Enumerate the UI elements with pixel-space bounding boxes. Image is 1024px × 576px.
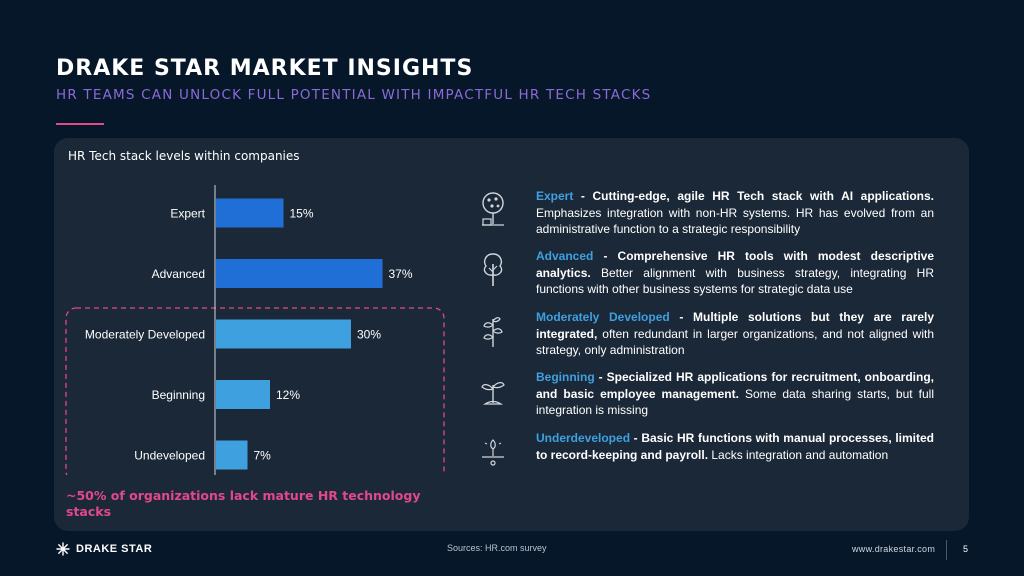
content-panel <box>54 138 969 531</box>
category-label: Undeveloped <box>134 449 205 463</box>
footer-source: Sources: HR.com survey <box>447 543 547 553</box>
footer-divider <box>946 540 947 560</box>
value-label: 15% <box>290 207 314 221</box>
bar <box>216 380 270 409</box>
legend-lead: - Multiple solutions but they are rarely… <box>536 310 934 341</box>
legend-text: Moderately Developed - Multiple solution… <box>536 309 934 359</box>
legend-description: Emphasizes integration with non-HR syste… <box>536 205 934 237</box>
legend-text: Advanced - Comprehensive HR tools with m… <box>536 248 934 298</box>
legend-level: Beginning <box>536 370 595 384</box>
highlight-box <box>65 307 445 475</box>
legend-description: Lacks integration and automation <box>708 447 889 462</box>
value-label: 12% <box>276 388 300 402</box>
legend-lead: - Basic HR functions with manual process… <box>536 431 934 462</box>
value-label: 7% <box>254 449 272 463</box>
page-subtitle: HR TEAMS CAN UNLOCK FULL POTENTIAL WITH … <box>56 87 652 103</box>
sprout-icon <box>481 382 505 405</box>
accent-divider <box>56 123 104 125</box>
page-number: 5 <box>963 544 969 554</box>
category-label: Beginning <box>152 388 205 402</box>
value-label: 30% <box>357 328 381 342</box>
footer-url[interactable]: www.drakestar.com <box>852 544 936 554</box>
legend-description: Better alignment with business strategy,… <box>536 265 934 297</box>
tree-icon <box>483 253 503 286</box>
category-label: Advanced <box>152 267 205 281</box>
legend-description: often redundant in larger organizations,… <box>536 326 934 358</box>
footer-logo-text: DRAKE STAR <box>76 543 153 555</box>
seed-icon <box>482 439 504 466</box>
legend-lead: - Specialized HR applications for recrui… <box>536 370 934 401</box>
bar <box>216 259 383 288</box>
bar <box>216 198 284 228</box>
legend-level: Underdeveloped <box>536 431 631 445</box>
legend-level: Expert <box>536 189 574 203</box>
value-label: 37% <box>389 267 413 281</box>
legend-lead: - Cutting-edge, agile HR Tech stack with… <box>573 189 934 203</box>
star-logo-icon <box>56 542 70 556</box>
plant-icon <box>483 317 503 347</box>
bar <box>216 319 351 349</box>
footer-logo: DRAKE STAR <box>56 542 152 556</box>
legend-level: Moderately Developed <box>536 310 670 324</box>
legend-text: Expert - Cutting-edge, agile HR Tech sta… <box>536 188 934 238</box>
tree-fruit-icon <box>482 192 504 226</box>
legend-text: Underdeveloped - Basic HR functions with… <box>536 430 934 463</box>
category-label: Expert <box>170 207 205 221</box>
bar <box>216 440 248 470</box>
legend-text: Beginning - Specialized HR applications … <box>536 369 934 419</box>
chart-title: HR Tech stack levels within companies <box>68 149 300 163</box>
page-title: DRAKE STAR MARKET INSIGHTS <box>56 56 474 81</box>
legend-level: Advanced <box>536 249 594 263</box>
bar-chart: Expert 15% Advanced 37% Moderately Developed… <box>65 185 445 475</box>
callout-text: ~50% of organizations lack mature HR tec… <box>66 488 421 519</box>
legend-description: Some data sharing starts, but full integ… <box>536 386 934 418</box>
legend-lead: - Comprehensive HR tools with modest des… <box>536 249 934 280</box>
category-label: Moderately Developed <box>85 328 205 342</box>
